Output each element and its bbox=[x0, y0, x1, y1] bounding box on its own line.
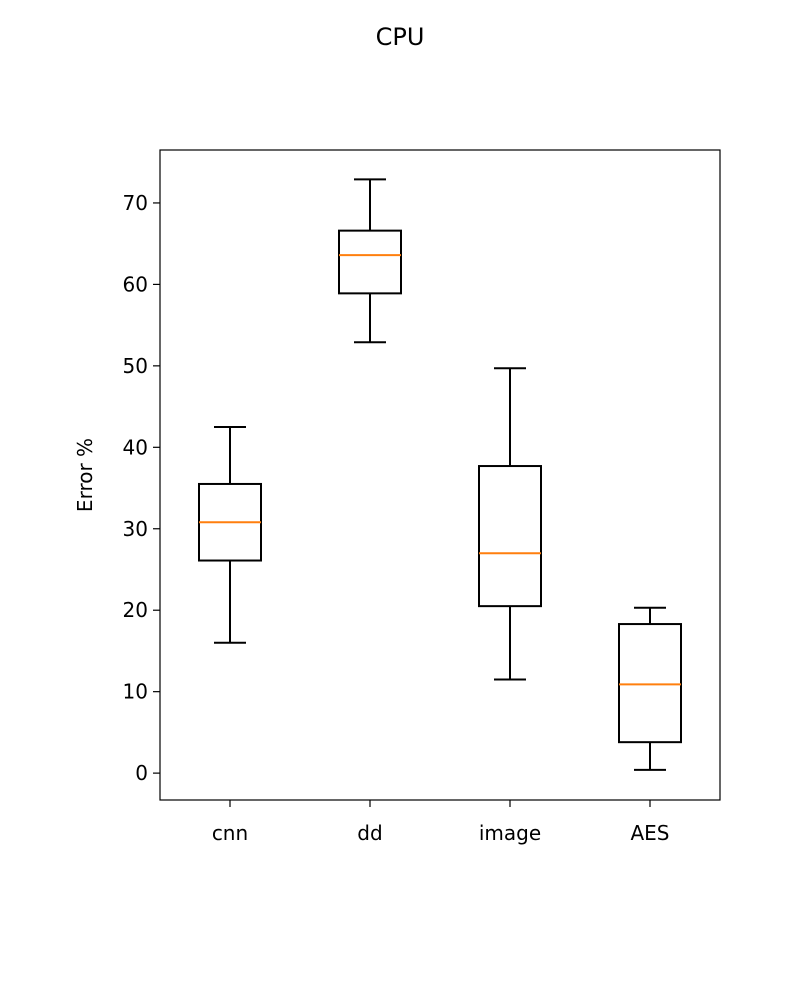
y-tick-label: 70 bbox=[123, 191, 148, 215]
x-tick-label: image bbox=[479, 821, 541, 845]
y-axis-label: Error % bbox=[73, 438, 97, 512]
axes-frame bbox=[159, 149, 721, 801]
x-tick-label: AES bbox=[630, 821, 669, 845]
y-tick-label: 50 bbox=[123, 354, 148, 378]
y-tick-label: 40 bbox=[123, 435, 148, 459]
box-image bbox=[478, 465, 542, 608]
y-tick-label: 20 bbox=[123, 598, 148, 622]
y-tick-label: 30 bbox=[123, 517, 148, 541]
chart-title: CPU bbox=[376, 23, 425, 51]
y-tick-label: 10 bbox=[123, 680, 148, 704]
x-tick-label: cnn bbox=[212, 821, 248, 845]
y-tick-label: 60 bbox=[123, 272, 148, 296]
box-AES bbox=[618, 623, 682, 744]
box-dd bbox=[338, 229, 402, 295]
y-tick-label: 0 bbox=[135, 761, 148, 785]
plot-area: 0 10 20 30 40 50 60 70 cnn dd image AES bbox=[123, 149, 721, 845]
x-tick-label: dd bbox=[357, 821, 382, 845]
